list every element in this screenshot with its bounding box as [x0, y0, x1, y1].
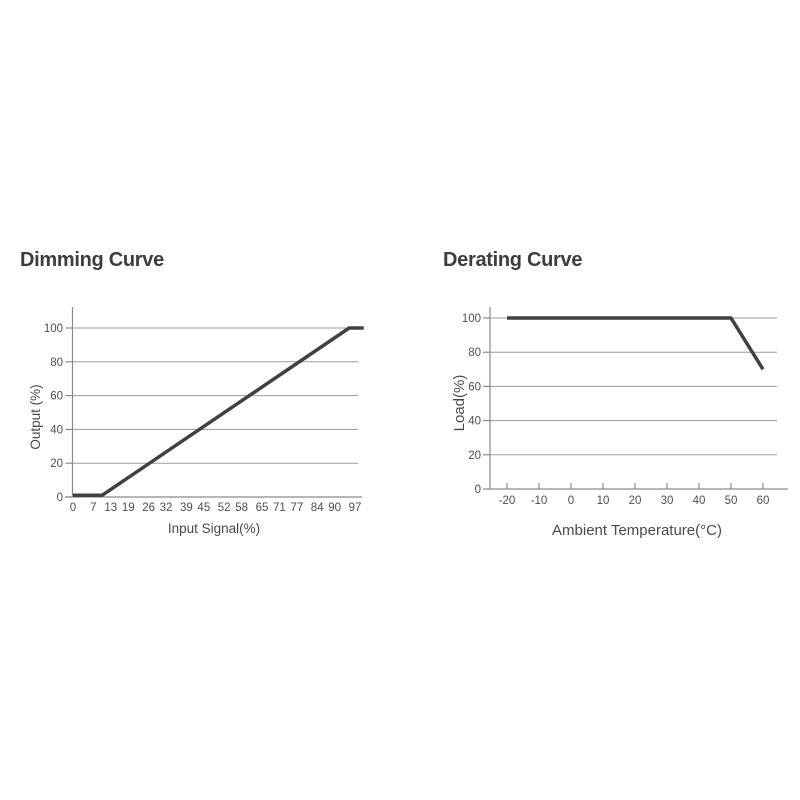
- x-tick-label: 13: [104, 502, 117, 514]
- y-tick-label: 60: [468, 381, 481, 393]
- x-axis-label: Ambient Temperature(°C): [552, 522, 722, 539]
- y-tick-label: 40: [468, 416, 481, 428]
- derating-curve-chart: 0 20 40 60 80 100 -20 -10 0 10 20 30 40 50 60 Ambient T…: [451, 307, 788, 539]
- y-tick-label: 100: [44, 323, 63, 335]
- y-tick-label: 20: [50, 458, 63, 470]
- x-tick-label: 7: [90, 502, 96, 514]
- x-tick-labels: 0 7 13 19 26 32 39 45 52 58 65 71 77 84 90 97: [70, 502, 362, 514]
- x-tick-label: 26: [142, 502, 155, 514]
- x-tick-label: 19: [122, 502, 135, 514]
- x-tick-label: -20: [499, 495, 516, 507]
- x-tick-label: 84: [311, 502, 324, 514]
- x-tick-label: 45: [197, 502, 210, 514]
- x-tick-label: 65: [256, 502, 269, 514]
- y-tick-marks: [65, 327, 73, 498]
- x-tick-label: 32: [160, 502, 173, 514]
- gridlines: [72, 327, 358, 464]
- y-tick-label: 80: [468, 347, 481, 359]
- x-tick-label: 30: [661, 495, 674, 507]
- x-tick-label: 0: [568, 495, 574, 507]
- x-tick-label: 40: [693, 495, 706, 507]
- y-tick-label: 60: [50, 391, 63, 403]
- x-tick-label: 39: [180, 502, 193, 514]
- x-tick-label: 58: [235, 502, 248, 514]
- x-tick-marks: [506, 483, 764, 489]
- y-tick-label: 0: [475, 484, 481, 496]
- derating-curve-title: Derating Curve: [443, 249, 583, 271]
- x-tick-label: 71: [273, 502, 286, 514]
- y-axis-label: Output (%): [28, 384, 43, 449]
- dimming-curve-chart: 0 20 40 60 80 100 0 7 13 19 26 32 39 45 52 58 65 71 77 84 90…: [28, 307, 364, 536]
- y-tick-label: 20: [468, 450, 481, 462]
- y-tick-label: 100: [462, 313, 481, 325]
- y-tick-label: 40: [50, 424, 63, 436]
- dimming-curve-title: Dimming Curve: [20, 249, 164, 271]
- y-axis-label: Load(%): [451, 375, 468, 432]
- x-tick-label: 50: [725, 495, 738, 507]
- y-tick-marks: [483, 317, 490, 490]
- y-tick-label: 80: [50, 357, 63, 369]
- y-tick-labels: 0 20 40 60 80 100: [462, 313, 481, 496]
- y-tick-label: 0: [57, 492, 63, 504]
- x-tick-label: 97: [349, 502, 362, 514]
- x-tick-label: 60: [757, 495, 770, 507]
- data-line-output-vs-input: [73, 326, 364, 498]
- x-axis-label: Input Signal(%): [168, 521, 260, 536]
- gridlines: [490, 317, 777, 456]
- x-tick-label: 90: [328, 502, 341, 514]
- x-tick-label: -10: [531, 495, 548, 507]
- data-line-load-vs-temperature: [507, 316, 765, 371]
- x-tick-label: 20: [629, 495, 642, 507]
- x-tick-label: 10: [597, 495, 610, 507]
- x-tick-label: 52: [218, 502, 231, 514]
- x-tick-labels: -20 -10 0 10 20 30 40 50 60: [499, 495, 770, 507]
- x-tick-label: 0: [70, 502, 76, 514]
- y-tick-labels: 0 20 40 60 80 100: [44, 323, 63, 504]
- x-tick-label: 77: [290, 502, 303, 514]
